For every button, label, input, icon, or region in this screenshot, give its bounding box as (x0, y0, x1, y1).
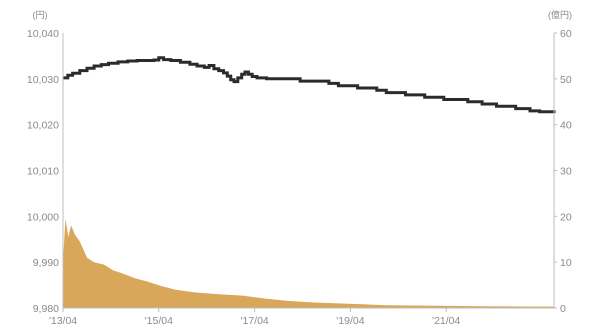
right-tick-label: 10 (560, 257, 572, 269)
left-axis-unit: (円) (33, 10, 48, 20)
y-tick-marks (554, 32, 557, 309)
right-tick-label: 60 (560, 28, 572, 40)
left-tick-label: 10,030 (27, 74, 59, 86)
x-tick-label: '17/04 (240, 315, 268, 327)
right-tick-label: 0 (560, 303, 566, 315)
right-axis-unit: (億円) (548, 9, 572, 20)
right-tick-label: 40 (560, 120, 572, 132)
x-tick-marks (62, 308, 447, 312)
x-axis-ticks: '13/04 '15/04 '17/04 '19/04 '21/04 (49, 315, 461, 327)
area-series (63, 218, 554, 308)
left-tick-label: 9,980 (33, 303, 59, 315)
right-y-axis-ticks: 60 50 40 30 20 10 0 (560, 28, 572, 315)
line-series (63, 56, 556, 114)
left-tick-label: 9,990 (33, 257, 59, 269)
left-tick-label: 10,000 (27, 211, 59, 223)
left-y-axis-ticks: 10,040 10,030 10,020 10,010 10,000 9,990… (27, 28, 59, 315)
right-tick-label: 30 (560, 166, 572, 178)
right-tick-label: 50 (560, 74, 572, 86)
left-tick-label: 10,040 (27, 28, 59, 40)
left-tick-label: 10,020 (27, 120, 59, 132)
left-tick-label: 10,010 (27, 166, 59, 178)
x-tick-label: '21/04 (432, 315, 460, 327)
x-tick-label: '15/04 (145, 315, 173, 327)
x-tick-label: '19/04 (336, 315, 364, 327)
right-tick-label: 20 (560, 211, 572, 223)
x-tick-label: '13/04 (49, 315, 77, 327)
